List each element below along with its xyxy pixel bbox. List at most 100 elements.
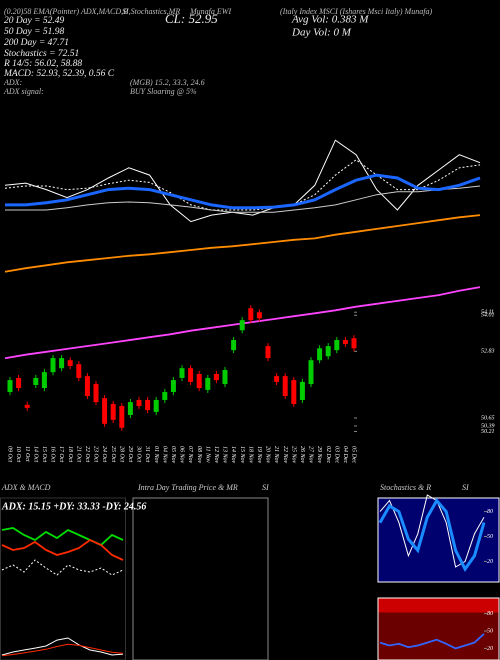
header-item: Munafa EWI xyxy=(189,7,231,16)
candle-body xyxy=(170,380,176,393)
x-tick-label: 31 Oct xyxy=(144,445,150,462)
x-tick-label: 29 Nov xyxy=(316,446,322,464)
x-tick-label: 16 Oct xyxy=(50,446,56,462)
x-tick-label: 06 Nov xyxy=(179,446,185,464)
y-tick-label: 50.65 xyxy=(481,415,495,421)
y-tick-label: 80 xyxy=(487,611,493,617)
candle-body xyxy=(76,364,82,378)
candle-body xyxy=(67,360,73,367)
y-tick-label: 50.39 xyxy=(481,423,495,429)
x-tick-label: 04 Nov xyxy=(161,446,168,464)
stat: 20 Day = 52.49 xyxy=(4,16,64,26)
x-tick-label: 04 Dec xyxy=(342,446,349,463)
candle-body xyxy=(196,373,202,389)
x-tick-label: 14 Oct xyxy=(32,446,39,462)
candle-body xyxy=(188,368,194,382)
y-tick-label: 50.21 xyxy=(481,429,495,435)
series-line xyxy=(1,643,124,657)
intraday-panel xyxy=(132,497,269,660)
candle-body xyxy=(265,346,271,359)
y-tick-label: 50 xyxy=(487,534,493,540)
stat: MACD: 52.93, 52.39, 0.56 C xyxy=(3,69,115,79)
candle-body xyxy=(179,368,185,378)
candle-body xyxy=(325,346,331,357)
candle-body xyxy=(119,406,125,428)
adx-values: (MGB) 15.2, 33.3, 24.6 xyxy=(130,78,205,87)
candle-body xyxy=(256,312,262,319)
x-tick-label: 10 Oct xyxy=(15,446,21,462)
candle-body xyxy=(308,360,314,385)
candle-body xyxy=(33,377,39,385)
panel-title: ADX & MACD xyxy=(1,483,51,492)
candle-body xyxy=(351,338,357,349)
header-item: SI,Stochastics,MR xyxy=(122,7,180,16)
candle-body xyxy=(127,402,133,415)
stat: 200 Day = 47.71 xyxy=(4,38,69,48)
stat: 50 Day = 51.98 xyxy=(4,27,64,37)
x-tick-label: 26 Nov xyxy=(299,446,305,464)
series-line xyxy=(4,214,481,273)
candle-body xyxy=(110,403,116,420)
series-line xyxy=(379,633,485,650)
x-tick-label: 01 Nov xyxy=(153,446,159,464)
x-tick-label: 28 Oct xyxy=(118,446,124,462)
candle-body xyxy=(231,340,237,351)
x-tick-label: 22 Oct xyxy=(84,446,90,462)
x-tick-label: 02 Dec xyxy=(325,446,331,463)
x-tick-label: 14 Nov xyxy=(230,446,237,464)
series-line xyxy=(1,538,124,561)
x-tick-label: 07 Nov xyxy=(187,446,193,464)
x-tick-label: 15 Oct xyxy=(41,446,47,462)
candle-body xyxy=(213,373,219,381)
series-line xyxy=(4,139,481,223)
x-tick-label: 12 Nov xyxy=(213,446,219,464)
y-tick-label: 54.01 xyxy=(481,312,495,319)
adx-signal: BUY Sloaring @ 5% xyxy=(130,87,197,96)
x-tick-label: 09 Oct xyxy=(7,446,13,462)
close-price: CL: 52.95 xyxy=(165,11,218,26)
candle-body xyxy=(299,381,305,400)
series-line xyxy=(1,637,124,656)
x-tick-label: 15 Nov xyxy=(239,446,245,464)
x-tick-label: 25 Nov xyxy=(290,446,296,464)
x-tick-label: 20 Nov xyxy=(265,446,271,464)
x-tick-label: 05 Nov xyxy=(170,446,176,464)
candle-body xyxy=(93,384,99,403)
x-tick-label: 05 Dec xyxy=(351,446,357,463)
x-tick-label: 30 Oct xyxy=(136,445,142,462)
x-tick-label: 17 Oct xyxy=(58,446,64,462)
header-item: (Italy Index MSCI (Ishares Msci Italy) M… xyxy=(280,7,432,16)
panel-title: Intra Day Trading Price & MR xyxy=(137,483,238,492)
series-line xyxy=(379,494,485,568)
candle-body xyxy=(248,308,254,321)
x-tick-label: 08 Nov xyxy=(196,446,202,464)
day-volume: Day Vol: 0 M xyxy=(291,27,352,39)
header-item: (0.20)58 EMA(Pointer) ADX,MACD,B xyxy=(4,7,128,16)
si-band xyxy=(378,598,499,613)
candle-body xyxy=(334,340,340,351)
series-line xyxy=(1,527,124,547)
x-tick-label: 11 Oct xyxy=(24,446,30,462)
x-tick-label: 24 Oct xyxy=(101,446,108,462)
x-tick-label: 21 Oct xyxy=(75,446,81,462)
candle-body xyxy=(239,320,245,331)
adx-label: ADX: xyxy=(3,78,23,87)
candle-body xyxy=(205,377,211,390)
x-tick-label: 11 Nov xyxy=(204,446,210,463)
candle-body xyxy=(274,376,280,382)
series-line xyxy=(5,173,481,210)
annotation: ADX: 15.15 +DY: 33.33 -DY: 24.56 xyxy=(1,501,146,512)
y-tick-label: 50 xyxy=(487,628,493,634)
x-tick-label: 03 Dec xyxy=(333,446,339,463)
stat: Stochastics = 72.51 xyxy=(4,49,79,59)
avg-volume: Avg Vol: 0.383 M xyxy=(291,14,369,26)
y-tick-label: 20 xyxy=(487,646,493,652)
candle-body xyxy=(7,380,13,393)
y-tick-label: 54.11 xyxy=(481,309,494,316)
candle-body xyxy=(41,372,47,389)
candle-body xyxy=(291,380,297,404)
x-tick-label: 19 Nov xyxy=(256,446,262,464)
candle-body xyxy=(24,404,30,408)
candle-body xyxy=(84,376,90,396)
series-line xyxy=(378,498,486,572)
